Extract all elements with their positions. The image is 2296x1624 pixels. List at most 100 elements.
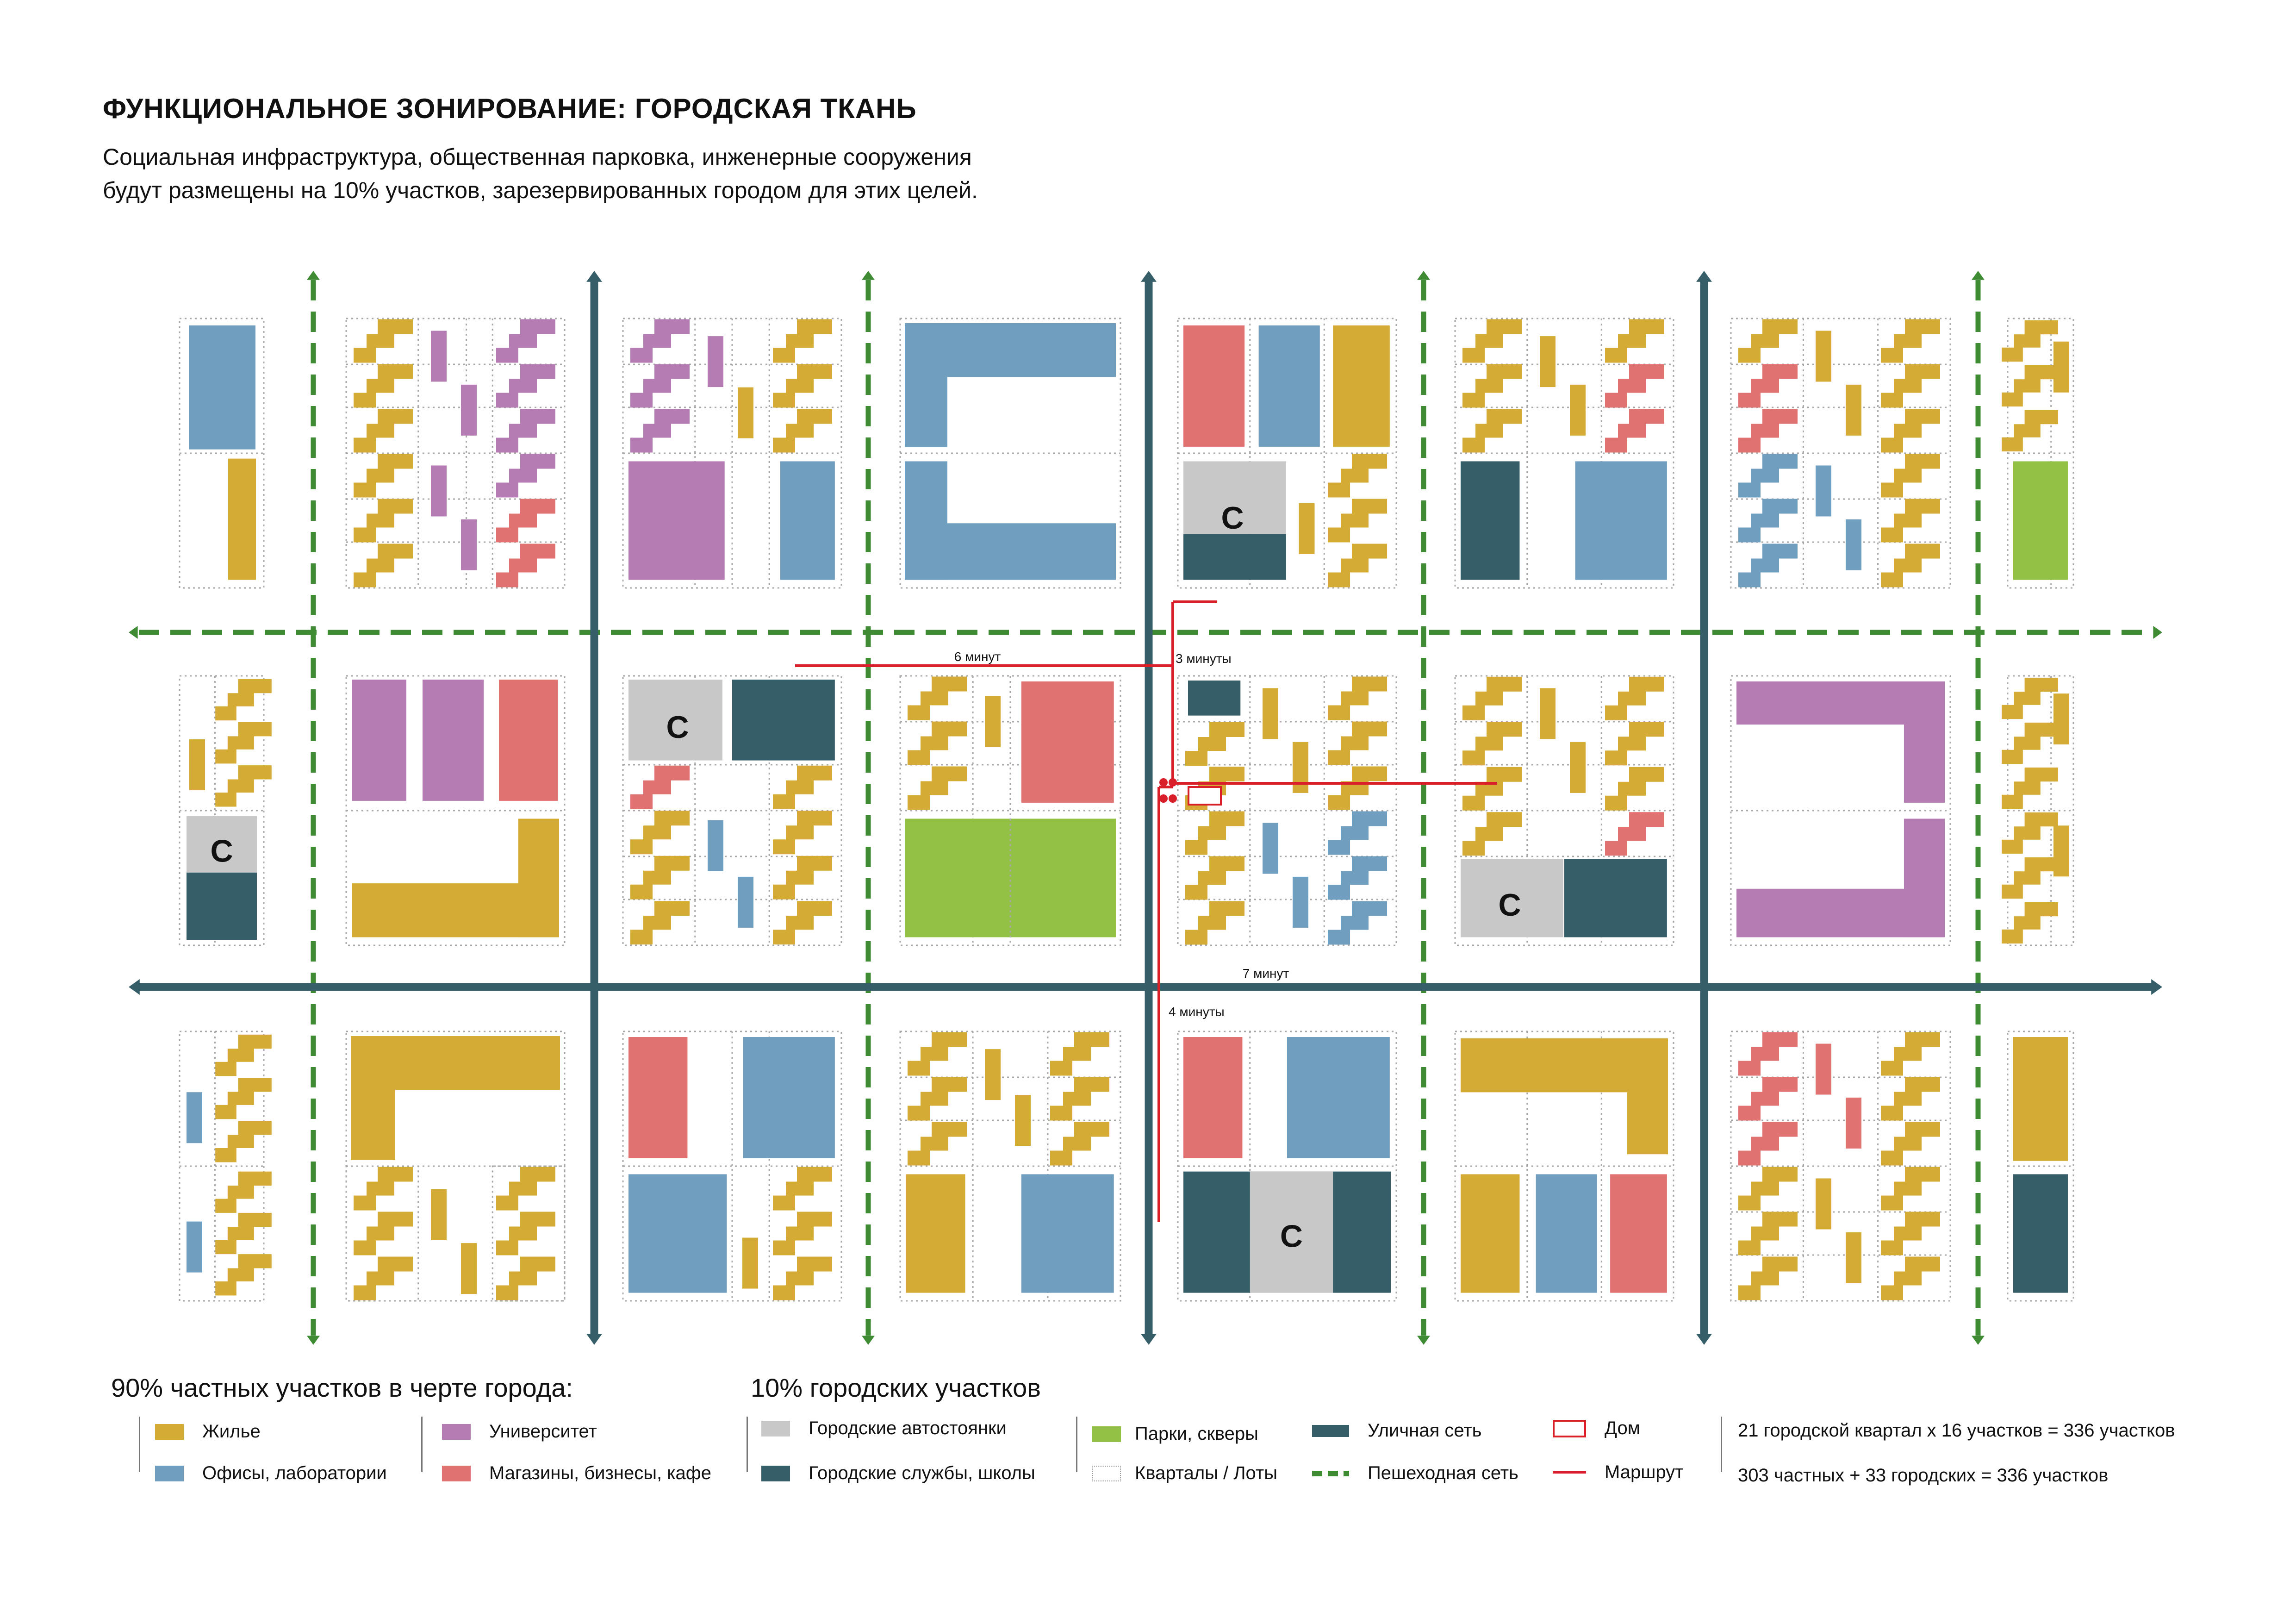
legend-offices: Офисы, лаборатории xyxy=(155,1463,387,1484)
housing-unit xyxy=(2002,812,2058,854)
office-unit xyxy=(1328,856,1387,900)
arrow-head-icon xyxy=(1972,1336,1985,1345)
housing-unit xyxy=(1462,319,1522,363)
housing-unit xyxy=(630,811,690,855)
services-area xyxy=(1461,461,1520,580)
legend-services: Городские службы, школы xyxy=(761,1463,1035,1484)
legend-parking: Городские автостоянки xyxy=(761,1418,1007,1439)
retail-unit xyxy=(1738,1122,1798,1166)
housing-unit xyxy=(1462,722,1522,766)
housing-unit xyxy=(354,454,413,498)
housing-unit xyxy=(1881,499,1940,543)
housing-unit xyxy=(1881,1256,1940,1300)
housing-area xyxy=(1333,325,1390,447)
housing-unit xyxy=(496,1256,555,1300)
office-area xyxy=(1293,876,1308,928)
university-unit xyxy=(496,364,555,408)
services-area xyxy=(1188,681,1241,716)
office-area xyxy=(708,820,723,871)
housing-unit xyxy=(2002,410,2058,452)
retail-unit xyxy=(1738,1032,1798,1076)
housing-area xyxy=(431,1189,447,1240)
office-area xyxy=(187,1221,202,1273)
parking-label: С xyxy=(1498,887,1521,923)
lot-outline xyxy=(345,1165,419,1302)
housing-unit xyxy=(354,499,413,543)
housing-unit xyxy=(1328,676,1387,720)
housing-area xyxy=(906,1174,965,1293)
housing-unit xyxy=(908,1122,967,1166)
legend-swatch xyxy=(1092,1465,1121,1481)
housing-unit xyxy=(354,1167,413,1211)
arrow-head-icon xyxy=(1972,271,1985,280)
legend-housing: Жилье xyxy=(155,1421,261,1442)
housing-unit xyxy=(773,901,832,945)
housing-unit xyxy=(1738,1167,1798,1211)
university-area xyxy=(431,465,447,517)
office-area xyxy=(1846,519,1861,570)
legend-separator xyxy=(421,1417,423,1472)
housing-unit xyxy=(2002,902,2058,944)
housing-unit xyxy=(2002,320,2058,362)
housing-unit xyxy=(1881,409,1940,453)
university-unit xyxy=(496,454,555,498)
housing-area xyxy=(1540,336,1556,387)
home-outline-icon xyxy=(1553,1419,1586,1437)
retail-unit xyxy=(1605,409,1664,453)
housing-unit xyxy=(1881,1032,1940,1076)
housing-unit xyxy=(1881,364,1940,408)
university-area xyxy=(352,680,406,801)
route-node xyxy=(1169,778,1177,787)
university-area xyxy=(1904,818,1945,937)
arrow-head-icon xyxy=(307,1336,320,1345)
housing-unit xyxy=(1185,722,1244,766)
university-unit xyxy=(496,319,555,363)
housing-area xyxy=(1570,384,1586,436)
legend-separator xyxy=(139,1417,140,1472)
services-area xyxy=(1564,859,1667,937)
housing-unit xyxy=(630,856,690,899)
housing-unit xyxy=(2002,722,2058,764)
housing-unit xyxy=(1881,319,1940,363)
route-time-label: 6 минут xyxy=(954,650,1001,664)
parking-area xyxy=(1183,461,1286,534)
housing-unit xyxy=(1328,766,1387,810)
university-area xyxy=(628,461,725,580)
housing-area xyxy=(228,458,256,580)
lot-outline xyxy=(179,1031,265,1302)
housing-unit xyxy=(773,811,832,855)
university-area xyxy=(461,519,477,570)
legend-label: Городские автостоянки xyxy=(809,1418,1007,1438)
legend-label: Маршрут xyxy=(1605,1462,1684,1482)
legend-route: Маршрут xyxy=(1553,1462,1683,1483)
office-area xyxy=(738,876,753,928)
legend-separator xyxy=(1076,1417,1077,1472)
subtitle-line-1: Социальная инфраструктура, общественная … xyxy=(103,144,972,170)
university-unit xyxy=(630,319,690,363)
housing-unit xyxy=(773,1167,832,1211)
housing-unit xyxy=(1605,767,1664,811)
housing-area xyxy=(1299,503,1315,554)
housing-area xyxy=(985,696,1001,747)
legend-note-blocks: 21 городской квартал x 16 участков = 336… xyxy=(1738,1420,2175,1441)
university-unit xyxy=(496,409,555,453)
housing-unit xyxy=(354,364,413,408)
parking-area xyxy=(1250,1171,1333,1293)
housing-unit xyxy=(1605,676,1664,720)
housing-unit xyxy=(1738,1212,1798,1255)
housing-unit xyxy=(908,1032,967,1076)
retail-area xyxy=(1183,1037,1243,1158)
legend-label: Парки, скверы xyxy=(1135,1424,1258,1444)
office-area xyxy=(1816,465,1831,517)
services-area xyxy=(732,680,835,761)
university-unit xyxy=(630,409,690,453)
housing-unit xyxy=(1050,1032,1109,1076)
lot-outline xyxy=(179,675,265,946)
housing-area xyxy=(2013,1037,2068,1161)
housing-unit xyxy=(354,409,413,453)
arrow-head-icon xyxy=(1141,1334,1157,1345)
office-unit xyxy=(1328,901,1387,945)
parking-label: С xyxy=(1221,500,1244,536)
parking-area xyxy=(1461,859,1563,937)
housing-unit xyxy=(908,1077,967,1121)
